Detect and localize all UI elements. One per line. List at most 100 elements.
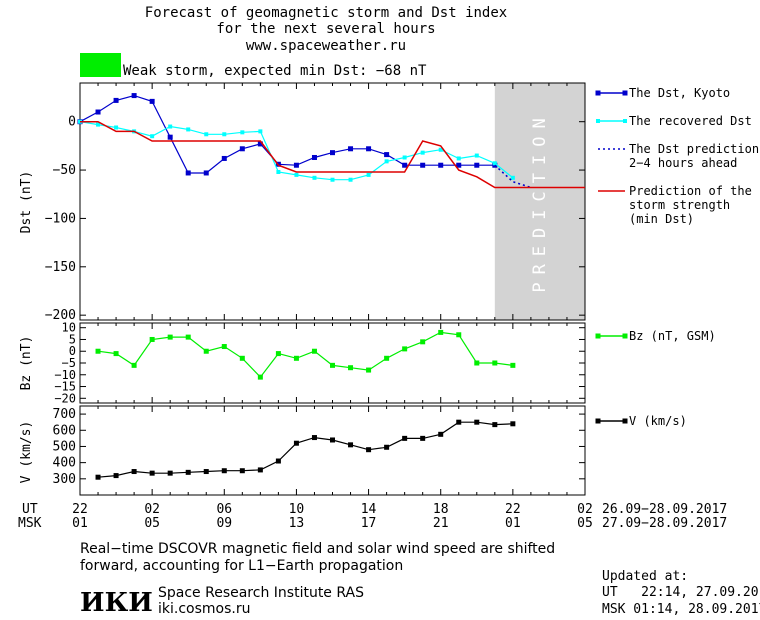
dst-series-1-line: [79, 121, 514, 181]
time-tick-labels: 22 02 06 10 14 18 22 02 01 05 09 13 17 21 01 05: [72, 502, 593, 531]
dst-series-0-point: [95, 109, 101, 115]
bz-series-0-point: [348, 365, 354, 371]
dst-legend-label: (min Dst): [629, 212, 694, 226]
v-y-tick-label: 500: [53, 439, 76, 454]
dst-series-0-point: [131, 93, 137, 99]
dst-series-1-point: [204, 132, 209, 137]
dst-y-tick-label: −100: [45, 211, 76, 226]
ut-axis-label: UT: [22, 502, 38, 517]
dst-series-0-point: [257, 141, 263, 147]
bz-legend-marker: [622, 333, 628, 339]
institute-name: Space Research Institute RAS: [158, 585, 364, 601]
dst-legend-marker: [623, 119, 627, 123]
dst-series-0-point: [221, 155, 227, 161]
v-series-0-point: [149, 470, 155, 476]
v-series-0-point: [113, 473, 119, 479]
v-y-axis-label: V (km/s): [19, 421, 34, 484]
dst-series-1-point: [384, 159, 389, 164]
dst-y-tick-label: 0: [68, 115, 76, 130]
dst-series-0-point: [113, 97, 119, 103]
v-series-0-point: [131, 469, 137, 475]
bz-y-tick-label: −15: [54, 380, 76, 394]
msk-tick-label: 05: [144, 516, 160, 531]
bz-series-0-point: [492, 360, 498, 366]
propagation-note-line-2: forward, accounting for L1−Earth propaga…: [80, 558, 403, 574]
storm-level-label: Weak storm, expected min Dst: −68 nT: [123, 63, 427, 79]
dst-y-tick-label: −150: [45, 260, 76, 275]
bz-y-tick-label: −20: [54, 391, 76, 405]
bz-series-0-point: [167, 334, 173, 340]
msk-tick-label: 01: [505, 516, 521, 531]
dst-series-0-point: [203, 170, 209, 176]
institute-site-link[interactable]: iki.cosmos.ru: [158, 601, 250, 617]
bz-series-0-point: [293, 355, 299, 361]
bz-series-0-point: [474, 360, 480, 366]
bz-y-tick-label: 10: [62, 321, 76, 335]
dst-series-0-point: [311, 154, 317, 160]
dst-legend-label: The Dst prediction: [629, 142, 759, 156]
dst-series-0-point: [402, 162, 408, 168]
v-series-0-line: [97, 421, 513, 478]
bz-series-0-point: [330, 362, 335, 368]
dst-series-1-point: [420, 150, 425, 155]
bz-y-tick-label: 5: [69, 332, 76, 346]
dst-series-1-point: [150, 134, 155, 139]
bz-series-0-point: [456, 332, 462, 338]
prediction-label: PREDICTION: [530, 110, 550, 292]
v-legend-label: V (km/s): [629, 414, 687, 428]
dst-series-1-point: [366, 172, 371, 177]
site-link[interactable]: www.spaceweather.ru: [246, 38, 406, 54]
v-legend-marker: [595, 418, 601, 424]
dst-series-1-point: [438, 147, 443, 152]
dst-series-1-point: [96, 122, 101, 127]
dst-series-1-point: [348, 177, 353, 182]
ut-tick-label: 02: [577, 502, 593, 517]
dst-legend-marker: [596, 119, 600, 123]
bz-series-0-point: [95, 348, 101, 354]
v-frame: [79, 405, 586, 496]
v-series-0-point: [474, 419, 480, 425]
chart-title-line-2: for the next several hours: [216, 21, 435, 37]
v-series-0-point: [221, 468, 227, 474]
v-legend-marker: [622, 418, 628, 424]
msk-tick-label: 09: [216, 516, 232, 531]
ut-tick-label: 06: [216, 502, 232, 517]
dst-series-1-point: [312, 175, 317, 180]
v-series-0-point: [95, 474, 101, 480]
v-series-0-point: [203, 469, 209, 475]
v-series-0-point: [366, 447, 372, 453]
bz-series-0-point: [311, 348, 317, 354]
msk-tick-label: 17: [361, 516, 377, 531]
v-series-0-point: [330, 437, 335, 443]
storm-level-swatch: [80, 53, 121, 77]
dst-series-0-point: [149, 98, 155, 104]
dst-series-0-point: [167, 134, 173, 140]
dst-series-1-point: [168, 124, 173, 129]
dst-series-3-line: [80, 120, 585, 189]
dst-series-0-point: [348, 146, 354, 152]
msk-date-range: 27.09−28.09.2017: [602, 516, 727, 531]
dst-series-1-point: [456, 156, 461, 161]
v-y-tick-label: 700: [53, 407, 76, 422]
dst-series-0-point: [456, 162, 462, 168]
bz-series-0-point: [420, 339, 426, 345]
bz-series-0-point: [185, 334, 191, 340]
updated-ut: UT 22:14, 27.09.2017: [602, 585, 760, 600]
bz-series-0-point: [239, 355, 245, 361]
dst-panel: PREDICTION 0 −50 −100 −150 −200 Dst (nT) The Ds…: [19, 82, 759, 323]
dst-series-1-point: [114, 125, 119, 130]
prediction-region: [494, 83, 585, 320]
ut-date-range: 26.09−28.09.2017: [602, 502, 727, 517]
bz-series-0-line: [97, 331, 513, 379]
dst-series-0-point: [384, 152, 390, 158]
msk-axis-label: MSK: [18, 516, 42, 531]
dst-series-1-point: [492, 161, 497, 166]
v-series-0-point: [167, 470, 173, 476]
bz-series-0-point: [203, 348, 209, 354]
v-series-0-point: [311, 435, 317, 441]
ut-tick-label: 10: [289, 502, 305, 517]
msk-tick-label: 01: [72, 516, 88, 531]
updated-label: Updated at:: [602, 569, 688, 584]
